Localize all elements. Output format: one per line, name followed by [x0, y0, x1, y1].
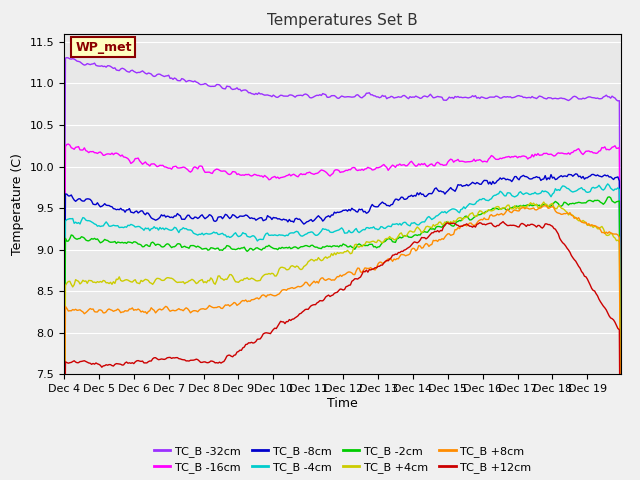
TC_B +12cm [614, 325, 621, 331]
TC_B -2cm [605, 194, 613, 200]
TC_B -8cm [97, 204, 104, 210]
Line: TC_B -8cm: TC_B -8cm [64, 174, 621, 462]
TC_B -32cm [458, 95, 466, 100]
TC_B -8cm [457, 182, 465, 188]
TC_B -16cm [60, 428, 68, 433]
TC_B +8cm [541, 203, 549, 209]
TC_B -8cm [617, 451, 625, 456]
TC_B -16cm [617, 427, 625, 433]
TC_B +8cm [614, 232, 621, 238]
TC_B -8cm [60, 459, 68, 465]
TC_B +4cm [346, 251, 354, 257]
TC_B -4cm [457, 206, 465, 212]
TC_B -16cm [458, 158, 466, 164]
TC_B +8cm [346, 269, 354, 275]
TC_B +8cm [457, 224, 465, 229]
TC_B -32cm [541, 96, 549, 101]
TC_B -4cm [79, 215, 87, 220]
TC_B -32cm [60, 369, 68, 374]
TC_B +4cm [540, 199, 548, 205]
TC_B +4cm [541, 202, 549, 207]
TC_B -32cm [348, 94, 356, 100]
TC_B +8cm [79, 309, 87, 315]
TC_B -8cm [540, 176, 548, 182]
TC_B +12cm [457, 223, 465, 229]
TC_B +12cm [79, 358, 87, 364]
TC_B -32cm [98, 63, 106, 69]
TC_B -4cm [97, 224, 104, 229]
TC_B -32cm [63, 55, 71, 60]
TC_B -16cm [614, 145, 621, 151]
TC_B -32cm [617, 397, 625, 403]
Line: TC_B +4cm: TC_B +4cm [64, 202, 621, 480]
TC_B -16cm [98, 150, 106, 156]
Legend: TC_B -32cm, TC_B -16cm, TC_B -8cm, TC_B -4cm, TC_B -2cm, TC_B +4cm, TC_B +8cm, T: TC_B -32cm, TC_B -16cm, TC_B -8cm, TC_B … [149, 441, 536, 478]
TC_B +12cm [499, 219, 507, 225]
TC_B -32cm [81, 62, 88, 68]
Line: TC_B -16cm: TC_B -16cm [64, 144, 621, 431]
Line: TC_B -32cm: TC_B -32cm [64, 58, 621, 400]
TC_B -8cm [79, 198, 87, 204]
TC_B -4cm [540, 189, 548, 194]
TC_B -8cm [614, 174, 621, 180]
Text: WP_met: WP_met [75, 41, 132, 54]
X-axis label: Time: Time [327, 397, 358, 410]
TC_B +12cm [541, 221, 549, 227]
TC_B -2cm [540, 202, 548, 208]
TC_B -8cm [346, 208, 354, 214]
TC_B +4cm [79, 277, 87, 283]
Line: TC_B +12cm: TC_B +12cm [64, 222, 621, 480]
Title: Temperatures Set B: Temperatures Set B [267, 13, 418, 28]
TC_B -16cm [348, 165, 356, 171]
TC_B +8cm [97, 307, 104, 313]
TC_B -4cm [346, 229, 354, 235]
TC_B -2cm [79, 234, 87, 240]
TC_B +8cm [540, 203, 548, 209]
TC_B +4cm [614, 237, 621, 243]
TC_B +12cm [97, 362, 104, 368]
TC_B -2cm [617, 464, 625, 469]
TC_B -8cm [572, 171, 580, 177]
TC_B +4cm [97, 278, 104, 284]
TC_B -2cm [457, 218, 465, 224]
TC_B -16cm [81, 145, 88, 151]
TC_B -4cm [617, 456, 625, 462]
TC_B -16cm [65, 141, 72, 147]
TC_B +4cm [457, 215, 465, 220]
Line: TC_B -2cm: TC_B -2cm [64, 197, 621, 480]
TC_B -4cm [614, 185, 621, 191]
TC_B -2cm [346, 243, 354, 249]
TC_B -2cm [614, 198, 621, 204]
TC_B -16cm [541, 151, 549, 156]
Y-axis label: Temperature (C): Temperature (C) [11, 153, 24, 255]
TC_B +12cm [346, 282, 354, 288]
TC_B -32cm [614, 98, 621, 104]
Line: TC_B -4cm: TC_B -4cm [64, 184, 621, 480]
TC_B -2cm [97, 240, 104, 246]
TC_B -4cm [604, 181, 612, 187]
TC_B -4cm [60, 479, 68, 480]
Line: TC_B +8cm: TC_B +8cm [64, 206, 621, 480]
